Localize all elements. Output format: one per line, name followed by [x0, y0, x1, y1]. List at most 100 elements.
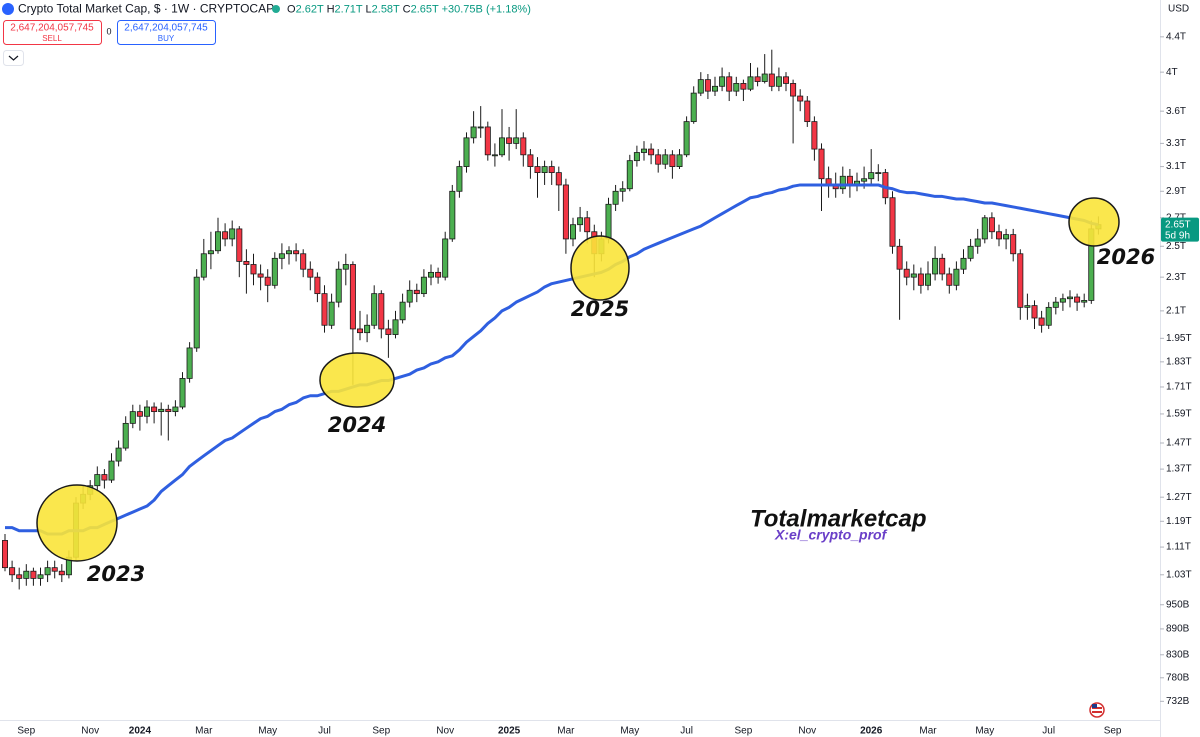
last-price-label: 2.65T [1165, 219, 1191, 230]
flag-icon [1089, 702, 1105, 718]
chevron-icon [8, 55, 19, 61]
overlay: 2023 2024 2025 2026 TotalmarketcapX:el_crypt… [36, 197, 1155, 586]
x-tick-label: May [620, 726, 639, 737]
candle-body [910, 273, 917, 278]
ohlc-key: H [327, 3, 335, 15]
x-tick-label: Sep [372, 726, 390, 737]
collapse-box[interactable] [3, 50, 24, 66]
highlight-circle [319, 352, 395, 408]
candle-body [165, 408, 172, 413]
annotation-label: 2024 [328, 413, 386, 437]
candle-body [896, 245, 903, 270]
candle-body [570, 224, 577, 240]
y-tick-label: 780B [1166, 672, 1190, 683]
candle-body [868, 172, 875, 180]
y-tick-label: 1.95T [1166, 333, 1192, 344]
candle-body [456, 166, 463, 192]
candle-body [690, 92, 697, 123]
watermark: Totalmarketcap [750, 505, 927, 532]
candle-body [861, 178, 868, 182]
candle-body [754, 76, 761, 82]
candle-body [925, 273, 932, 286]
candle-body [108, 460, 115, 481]
candle-body [58, 570, 65, 576]
candle-body [704, 79, 711, 92]
y-tick-label: 1.59T [1166, 409, 1192, 420]
candle-body [804, 100, 811, 123]
y-tick-label: 3.1T [1166, 161, 1186, 172]
ohlc-change: +30.75B (+1.18%) [442, 3, 531, 15]
candle-body [967, 245, 974, 259]
symbol-title: Crypto Total Market Cap, $ · 1W · CRYPTO… [18, 2, 274, 16]
candle-body [1045, 306, 1052, 326]
candle-body [427, 271, 434, 278]
candle-body [435, 271, 442, 278]
y-tick-label: 1.83T [1166, 356, 1192, 367]
candle-body [37, 574, 44, 579]
candle-body [207, 250, 214, 255]
ohlc-key: C [403, 3, 411, 15]
x-tick-label: Mar [919, 726, 937, 737]
candle-body [229, 228, 236, 240]
candle-body [775, 76, 782, 87]
candle-body [974, 238, 981, 247]
y-tick-label: 1.71T [1166, 382, 1192, 393]
candle-body [278, 253, 285, 259]
candle-body [2, 540, 8, 569]
candle-body [996, 231, 1003, 240]
candle-body [513, 137, 520, 144]
candle-body [797, 95, 804, 102]
y-tick-label: 890B [1166, 624, 1190, 635]
sell-box[interactable] [3, 20, 102, 45]
y-tick-label: 1.03T [1166, 569, 1192, 580]
y-tick-label: 3.3T [1166, 138, 1186, 149]
x-tick-label: Jul [680, 726, 693, 737]
candle-body [243, 260, 250, 265]
buy-box[interactable] [117, 20, 216, 45]
ohlc-legend: O2.62T H2.71T L2.58T C2.65T +30.75B (+1.… [287, 3, 531, 15]
candle-body [562, 184, 569, 240]
x-tick-label: 2024 [129, 726, 152, 737]
candle-body [633, 152, 640, 162]
x-tick-label: Mar [195, 726, 213, 737]
candle-body [285, 250, 292, 255]
candle-body [946, 273, 953, 286]
candle-body [719, 76, 726, 87]
candle-body [981, 217, 988, 240]
candle-body [9, 567, 16, 576]
candle-body [101, 474, 108, 481]
candle-body [960, 257, 967, 270]
candle-body [548, 166, 555, 174]
flag-canton [1092, 704, 1097, 708]
candle-body [399, 301, 406, 321]
ohlc-value: 2.62T [296, 3, 324, 15]
x-tick-label: Mar [557, 726, 575, 737]
buy-button[interactable]: 2,647,204,057,745 BUY [117, 20, 216, 45]
candle-body [619, 188, 626, 192]
candle-body [214, 231, 221, 252]
candle-body [172, 406, 179, 413]
candle-body [51, 567, 58, 572]
x-tick-label: 2026 [860, 726, 883, 737]
y-tick-label: 830B [1166, 649, 1190, 660]
candle-body [236, 228, 243, 262]
candle-body [129, 411, 136, 424]
candle-body [520, 137, 527, 156]
y-tick-label: 4T [1166, 67, 1178, 78]
candle-body [768, 73, 775, 87]
candle-body [733, 83, 740, 92]
candle-body [903, 268, 910, 278]
candle-body [335, 268, 342, 303]
candle-body [16, 574, 23, 579]
collapse-button[interactable] [3, 50, 24, 66]
candle-body [889, 197, 896, 247]
x-tick-label: Nov [436, 726, 454, 737]
candle-body [307, 268, 314, 278]
ohlc-key: O [287, 3, 296, 15]
annotation-label: 2026 [1097, 245, 1155, 269]
market-status[interactable] [272, 5, 280, 13]
sell-button[interactable]: 2,647,204,057,745 SELL [3, 20, 102, 45]
candle-body [151, 406, 158, 413]
